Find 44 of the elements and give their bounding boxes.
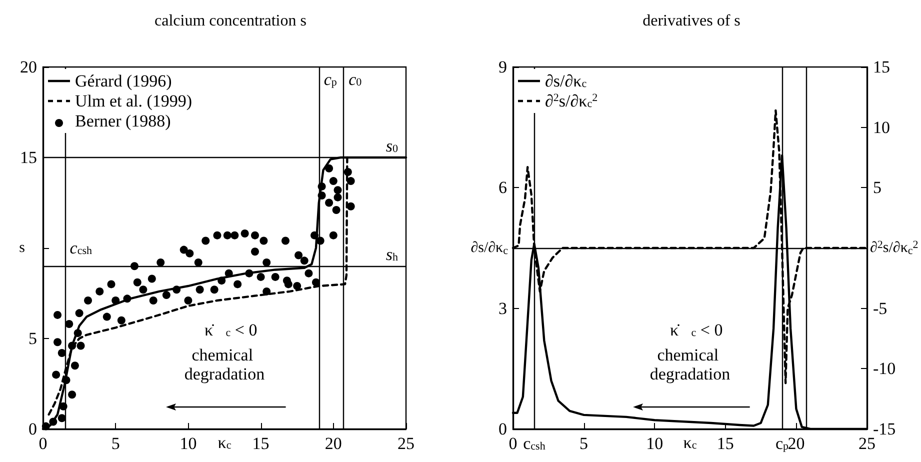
annotation: κ̇c < 0 xyxy=(669,320,722,340)
x-tick-label: cp xyxy=(775,434,789,453)
y2-tick-label: -10 xyxy=(872,359,896,378)
legend-label: Berner (1988) xyxy=(75,112,171,130)
y-tick-label: 15 xyxy=(20,148,37,167)
annotation: chemical degradation xyxy=(649,345,730,384)
ref-line-label: s0 xyxy=(386,136,398,156)
y2-tick-label: 15 xyxy=(872,58,890,76)
x-tick-label: 10 xyxy=(180,434,197,453)
x-tick-label: ccsh xyxy=(522,434,546,453)
ref-line-label: cp xyxy=(324,70,338,89)
chart-title: derivatives of s xyxy=(642,12,740,30)
x-axis-title: κc xyxy=(218,433,232,452)
annotation: chemical degradation xyxy=(184,345,266,384)
y-tick-label: 3 xyxy=(498,298,506,318)
x-tick-label: 10 xyxy=(646,434,663,453)
chart-title: calcium concentration s xyxy=(154,12,306,30)
y-tick-label: 0 xyxy=(28,420,37,438)
ref-line-label: c0 xyxy=(348,70,362,89)
x-axis-title: κc xyxy=(682,433,696,452)
x-tick-label: 20 xyxy=(324,434,342,453)
ref-line-label: sh xyxy=(386,245,398,264)
y2-tick-label: 10 xyxy=(872,118,890,137)
annotation: κ̇c < 0 xyxy=(204,320,258,340)
x-tick-label: 5 xyxy=(579,434,588,453)
y-tick-label: 0 xyxy=(498,420,506,438)
x-tick-label: 5 xyxy=(111,434,120,453)
x-tick-label: 15 xyxy=(716,434,734,453)
y2-tick-label: -5 xyxy=(872,298,887,318)
x-tick-label: 25 xyxy=(858,434,875,453)
y-tick-label: 9 xyxy=(498,58,506,76)
y-axis-title: s xyxy=(19,240,26,256)
x-tick-label: 25 xyxy=(398,434,414,453)
legend-label: Gérard (1996) xyxy=(75,72,172,90)
x-tick-label: 20 xyxy=(787,434,804,453)
legend-label: Ulm et al. (1999) xyxy=(75,92,192,110)
legend-label: ∂s/∂κc xyxy=(544,72,586,90)
x-tick-label: 15 xyxy=(252,434,270,453)
y-tick-label: 20 xyxy=(20,58,37,76)
y-tick-label: 5 xyxy=(28,329,37,348)
y2-tick-label: 5 xyxy=(872,178,881,198)
ref-line-label: ccsh xyxy=(70,238,92,258)
y-tick-label: 6 xyxy=(498,178,506,198)
y2-tick-label: -15 xyxy=(872,420,896,438)
